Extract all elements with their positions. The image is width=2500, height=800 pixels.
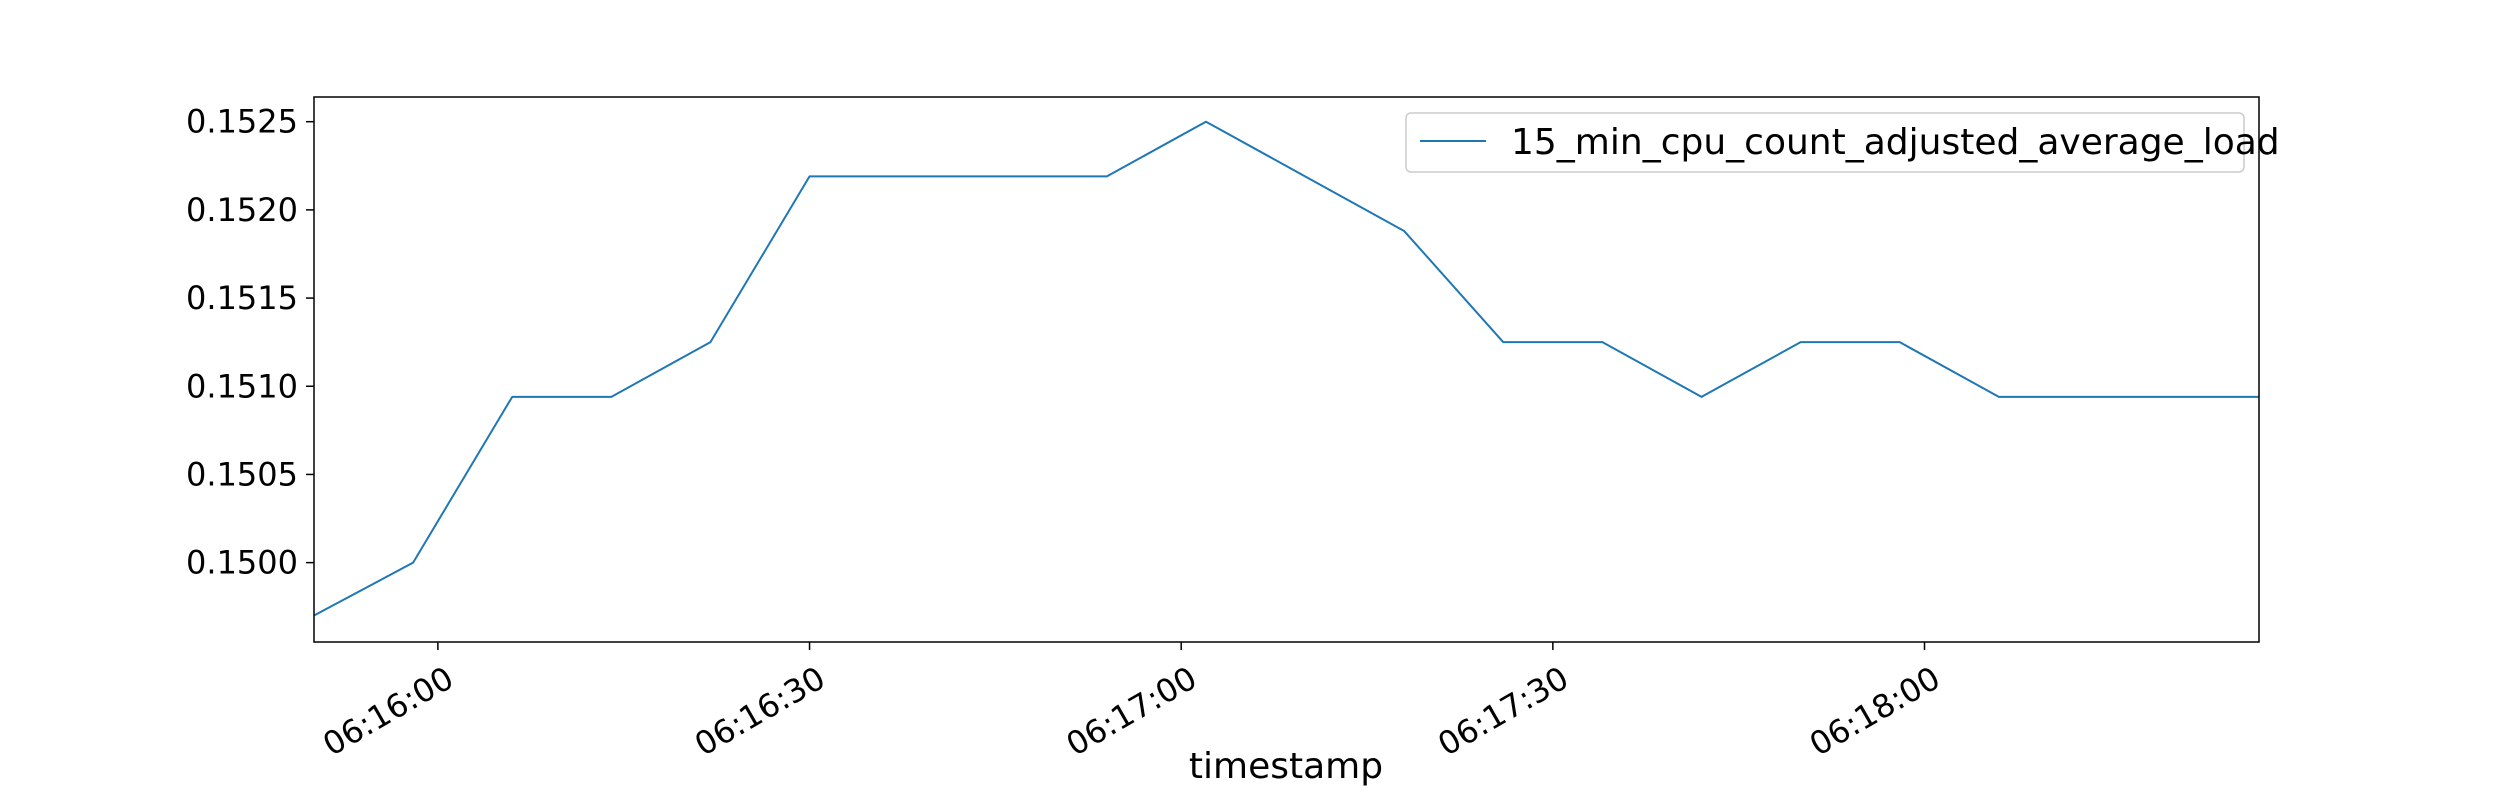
series-layer [314,120,2259,617]
x-axis-title: timestamp [1189,746,1383,787]
plot-frame [313,96,2260,643]
legend-label: 15_min_cpu_count_adjusted_average_load [1511,122,2280,163]
y-tick-label-5: 0.1525 [186,103,298,141]
legend-box [1405,112,2245,173]
y-tick-label-2: 0.1510 [186,367,298,405]
y-tick-label-1: 0.1505 [186,455,298,493]
series-line-0 [314,120,2259,617]
y-tick-label-4: 0.1520 [186,191,298,229]
y-tick-label-3: 0.1515 [186,279,298,317]
y-axis: 0.1500 0.1505 0.1510 0.1515 0.1520 0.1525 [186,103,314,582]
legend: 15_min_cpu_count_adjusted_average_load [1405,112,2280,173]
plot-area [314,120,2259,617]
y-tick-label-0: 0.1500 [186,544,298,582]
